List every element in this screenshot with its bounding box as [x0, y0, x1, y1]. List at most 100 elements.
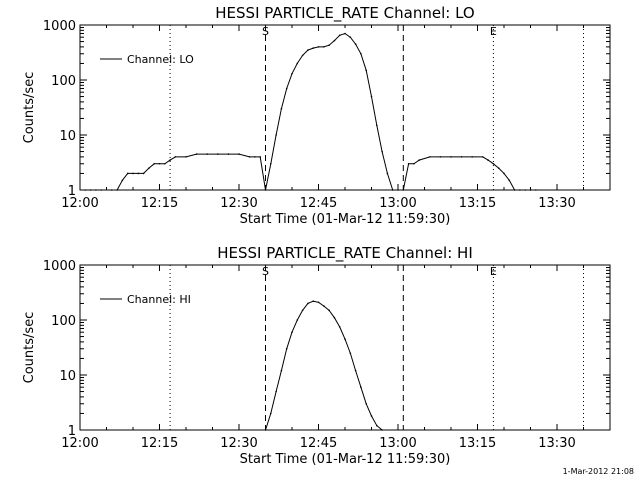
series-point: [487, 159, 489, 161]
series-point: [365, 402, 368, 405]
y-axis-label: Counts/sec: [22, 72, 37, 144]
x-tick-label: 13:15: [459, 196, 496, 211]
x-tick-label: 12:15: [141, 196, 178, 211]
series-point: [317, 301, 320, 304]
series-point: [137, 172, 140, 175]
series-point: [370, 415, 373, 417]
series-point: [508, 179, 511, 182]
series-point: [296, 319, 299, 321]
chart-panel-2: HESSI PARTICLE_RATE Channel: HI 12:00 12:1…: [22, 244, 611, 467]
series-point: [439, 156, 442, 158]
series-point: [529, 189, 532, 191]
x-tick-label: 13:15: [459, 436, 496, 451]
series-point: [344, 32, 346, 35]
series-point: [195, 153, 198, 155]
x-tick-label: 12:15: [141, 436, 178, 451]
series-point: [323, 305, 325, 307]
y-tick-label: 1000: [43, 259, 76, 274]
series-point: [354, 43, 357, 45]
footer-timestamp: 1-Mar-2012 21:08: [563, 467, 634, 476]
series-point: [301, 309, 304, 312]
series-point: [503, 172, 505, 175]
series-point: [333, 316, 336, 319]
series-point: [254, 156, 256, 158]
series-point: [275, 134, 277, 136]
plot-frame: [79, 24, 611, 191]
y-tick-label: 100: [51, 74, 76, 89]
series-point: [519, 189, 521, 191]
series-point: [95, 189, 97, 191]
series-point: [248, 156, 251, 158]
series-point: [89, 189, 92, 191]
legend-label: Channel: HI: [127, 293, 191, 306]
series-point: [307, 302, 309, 305]
series-point: [280, 369, 283, 372]
x-tick-label: 13:00: [379, 436, 416, 451]
series-point: [333, 39, 336, 42]
series-point: [338, 326, 341, 328]
series-point: [349, 36, 352, 39]
series-point: [338, 34, 341, 37]
series-point: [153, 162, 155, 165]
series-point: [285, 347, 288, 350]
series-point: [132, 172, 134, 175]
series-line: [265, 300, 383, 431]
time-marker-label: S: [262, 265, 269, 278]
x-axis-label: Start Time (01-Mar-12 11:59:30): [240, 452, 451, 467]
series-point: [164, 162, 166, 165]
series-point: [285, 87, 288, 90]
series-point: [381, 429, 383, 431]
chart-title: HESSI PARTICLE_RATE Channel: HI: [217, 244, 473, 263]
series-point: [418, 159, 421, 161]
series-point: [142, 172, 145, 175]
series-point: [328, 44, 330, 46]
series-point: [185, 156, 187, 158]
y-tick-label: 100: [51, 314, 76, 329]
x-tick-label: 12:30: [220, 436, 257, 451]
x-tick-label: 12:00: [61, 436, 98, 451]
series-point: [391, 189, 394, 191]
series-point: [174, 156, 177, 158]
series-point: [402, 189, 405, 191]
series-point: [148, 167, 150, 169]
series-point: [217, 153, 219, 155]
series-point: [471, 156, 474, 158]
series-point: [312, 300, 315, 302]
series-point: [264, 429, 267, 431]
chart-panel-1: HESSI PARTICLE_RATE Channel: LO 12:00 12:1…: [22, 4, 611, 227]
y-tick-label: 1000: [43, 19, 76, 34]
series-point: [116, 189, 118, 191]
series-point: [301, 54, 304, 57]
series-point: [238, 153, 240, 155]
series-point: [413, 162, 415, 165]
series-point: [100, 189, 102, 191]
series-line: [85, 32, 536, 191]
series-point: [450, 156, 452, 158]
series-point: [365, 69, 368, 72]
x-tick-label: 13:00: [379, 196, 416, 211]
time-marker-label: E: [490, 265, 497, 278]
series-point: [513, 189, 516, 191]
series-point: [121, 179, 124, 182]
series-point: [535, 189, 537, 191]
series-point: [126, 172, 129, 175]
x-tick-label: 12:30: [220, 196, 257, 211]
series-point: [344, 338, 346, 340]
series-point: [497, 167, 500, 169]
series-point: [407, 162, 410, 165]
series-point: [291, 331, 293, 334]
series-point: [264, 189, 267, 191]
series-point: [397, 189, 399, 191]
y-tick-label: 10: [59, 369, 76, 384]
series-point: [206, 153, 208, 155]
series-point: [349, 352, 352, 354]
plot-frame: [79, 264, 611, 431]
series-point: [429, 156, 431, 158]
series-point: [370, 95, 373, 98]
series-point: [169, 159, 171, 161]
series-point: [492, 162, 495, 165]
series-point: [270, 162, 272, 165]
x-tick-label: 12:00: [61, 196, 98, 211]
series-point: [259, 156, 262, 158]
